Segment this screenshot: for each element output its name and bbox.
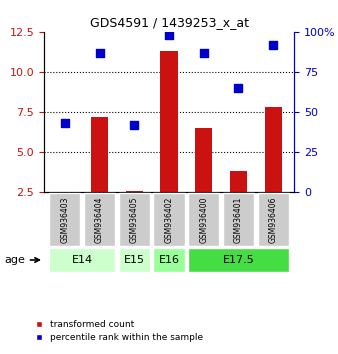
Point bbox=[97, 50, 102, 56]
Bar bbox=[160, 51, 178, 192]
Text: GSM936403: GSM936403 bbox=[60, 196, 69, 243]
Text: GSM936404: GSM936404 bbox=[95, 196, 104, 243]
Text: GSM936401: GSM936401 bbox=[234, 197, 243, 243]
Point bbox=[236, 85, 241, 91]
FancyBboxPatch shape bbox=[223, 193, 254, 246]
FancyBboxPatch shape bbox=[153, 193, 185, 246]
Point bbox=[270, 42, 276, 47]
Bar bbox=[91, 117, 108, 192]
Legend: transformed count, percentile rank within the sample: transformed count, percentile rank withi… bbox=[31, 316, 206, 346]
FancyBboxPatch shape bbox=[84, 193, 115, 246]
FancyBboxPatch shape bbox=[49, 248, 115, 272]
Text: GSM936400: GSM936400 bbox=[199, 196, 208, 243]
FancyBboxPatch shape bbox=[119, 248, 150, 272]
Text: age: age bbox=[4, 255, 39, 265]
Text: E15: E15 bbox=[124, 255, 145, 265]
FancyBboxPatch shape bbox=[119, 193, 150, 246]
Point bbox=[62, 120, 68, 126]
Title: GDS4591 / 1439253_x_at: GDS4591 / 1439253_x_at bbox=[90, 16, 248, 29]
Text: E14: E14 bbox=[72, 255, 93, 265]
FancyBboxPatch shape bbox=[188, 248, 289, 272]
Text: GSM936402: GSM936402 bbox=[165, 197, 173, 243]
FancyBboxPatch shape bbox=[153, 248, 185, 272]
FancyBboxPatch shape bbox=[258, 193, 289, 246]
Point bbox=[131, 122, 137, 128]
Text: GSM936406: GSM936406 bbox=[269, 196, 278, 243]
Text: E17.5: E17.5 bbox=[223, 255, 255, 265]
Bar bbox=[265, 107, 282, 192]
Bar bbox=[195, 128, 212, 192]
Point bbox=[166, 32, 172, 38]
Bar bbox=[230, 171, 247, 192]
Point bbox=[201, 50, 207, 56]
FancyBboxPatch shape bbox=[49, 193, 80, 246]
Bar bbox=[126, 191, 143, 192]
Text: E16: E16 bbox=[159, 255, 179, 265]
FancyBboxPatch shape bbox=[188, 193, 219, 246]
Text: GSM936405: GSM936405 bbox=[130, 196, 139, 243]
